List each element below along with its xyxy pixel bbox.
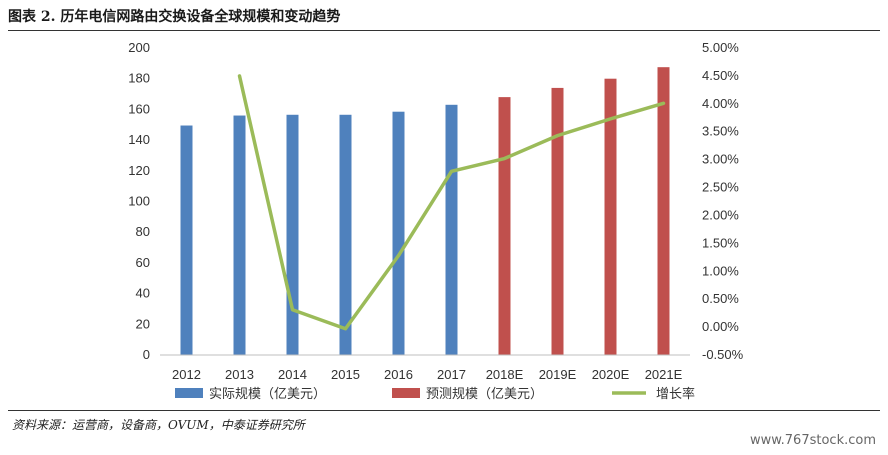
- legend-swatch: [175, 388, 203, 398]
- bar: [286, 114, 299, 356]
- footer-divider: [8, 410, 880, 411]
- bar: [498, 97, 511, 356]
- bar: [445, 104, 458, 355]
- right-y-tick-label: 3.50%: [702, 124, 739, 139]
- x-tick-label: 2021E: [645, 367, 683, 382]
- right-y-tick-label: 1.00%: [702, 263, 739, 278]
- legend: 实际规模（亿美元） 预测规模（亿美元） 增长率: [175, 386, 695, 401]
- left-y-tick-label: 40: [136, 286, 150, 301]
- right-y-tick-label: 2.50%: [702, 180, 739, 195]
- legend-label: 增长率: [656, 386, 695, 401]
- x-tick-label: 2012: [172, 367, 201, 382]
- x-tick-label: 2015: [331, 367, 360, 382]
- left-y-tick-label: 0: [143, 347, 150, 362]
- right-y-tick-label: -0.50%: [702, 347, 744, 362]
- title-divider: [8, 30, 880, 31]
- x-tick-label: 2017: [437, 367, 466, 382]
- growth-line: [237, 74, 666, 331]
- chart-title: 图表 2. 历年电信网路由交换设备全球规模和变动趋势: [8, 9, 341, 25]
- left-y-axis: 0 20 40 60 80 100 120 140 160 180 200: [128, 40, 150, 362]
- right-y-tick-label: 5.00%: [702, 40, 739, 55]
- legend-label: 预测规模（亿美元）: [426, 386, 543, 401]
- x-tick-label: 2020E: [592, 367, 630, 382]
- bar: [233, 115, 246, 355]
- left-y-tick-label: 160: [128, 101, 150, 116]
- x-tick-label: 2014: [278, 367, 307, 382]
- right-y-tick-label: 0.00%: [702, 319, 739, 334]
- legend-label: 实际规模（亿美元）: [209, 386, 326, 401]
- right-y-tick-label: 3.00%: [702, 152, 739, 167]
- right-y-tick-label: 2.00%: [702, 207, 739, 222]
- watermark: www.767stock.com: [749, 433, 876, 448]
- left-y-tick-label: 80: [136, 224, 150, 239]
- source-note: 资料来源：运营商，设备商，OVUM，中泰证券研究所: [12, 418, 305, 432]
- bar: [604, 78, 617, 355]
- right-y-tick-label: 0.50%: [702, 291, 739, 306]
- bar: [551, 87, 564, 355]
- bar: [180, 125, 193, 355]
- legend-swatch: [392, 388, 420, 398]
- left-y-tick-label: 180: [128, 71, 150, 86]
- growth-line-series: [237, 74, 666, 331]
- left-y-tick-label: 200: [128, 40, 150, 55]
- right-y-tick-label: 1.50%: [702, 235, 739, 250]
- left-y-tick-label: 100: [128, 194, 150, 209]
- x-tick-label: 2018E: [486, 367, 524, 382]
- right-y-axis: -0.50% 0.00% 0.50% 1.00% 1.50% 2.00% 2.50% 3.00…: [702, 40, 744, 362]
- bar: [339, 114, 352, 356]
- bar: [392, 111, 405, 355]
- x-axis: 2012 2013 2014 2015 2016 2017 2018E 2019E 2020E 2…: [160, 354, 690, 382]
- left-y-tick-label: 120: [128, 163, 150, 178]
- right-y-tick-label: 4.50%: [702, 68, 739, 83]
- left-y-tick-label: 20: [136, 316, 150, 331]
- x-tick-label: 2019E: [539, 367, 577, 382]
- x-tick-label: 2016: [384, 367, 413, 382]
- bar: [657, 67, 670, 355]
- left-y-tick-label: 140: [128, 132, 150, 147]
- combo-chart: 0 20 40 60 80 100 120 140 160 180 200 -0.50% 0.00% 0…: [128, 40, 744, 401]
- right-y-tick-label: 4.00%: [702, 96, 739, 111]
- x-tick-label: 2013: [225, 367, 254, 382]
- left-y-tick-label: 60: [136, 255, 150, 270]
- bar-series: [180, 67, 670, 356]
